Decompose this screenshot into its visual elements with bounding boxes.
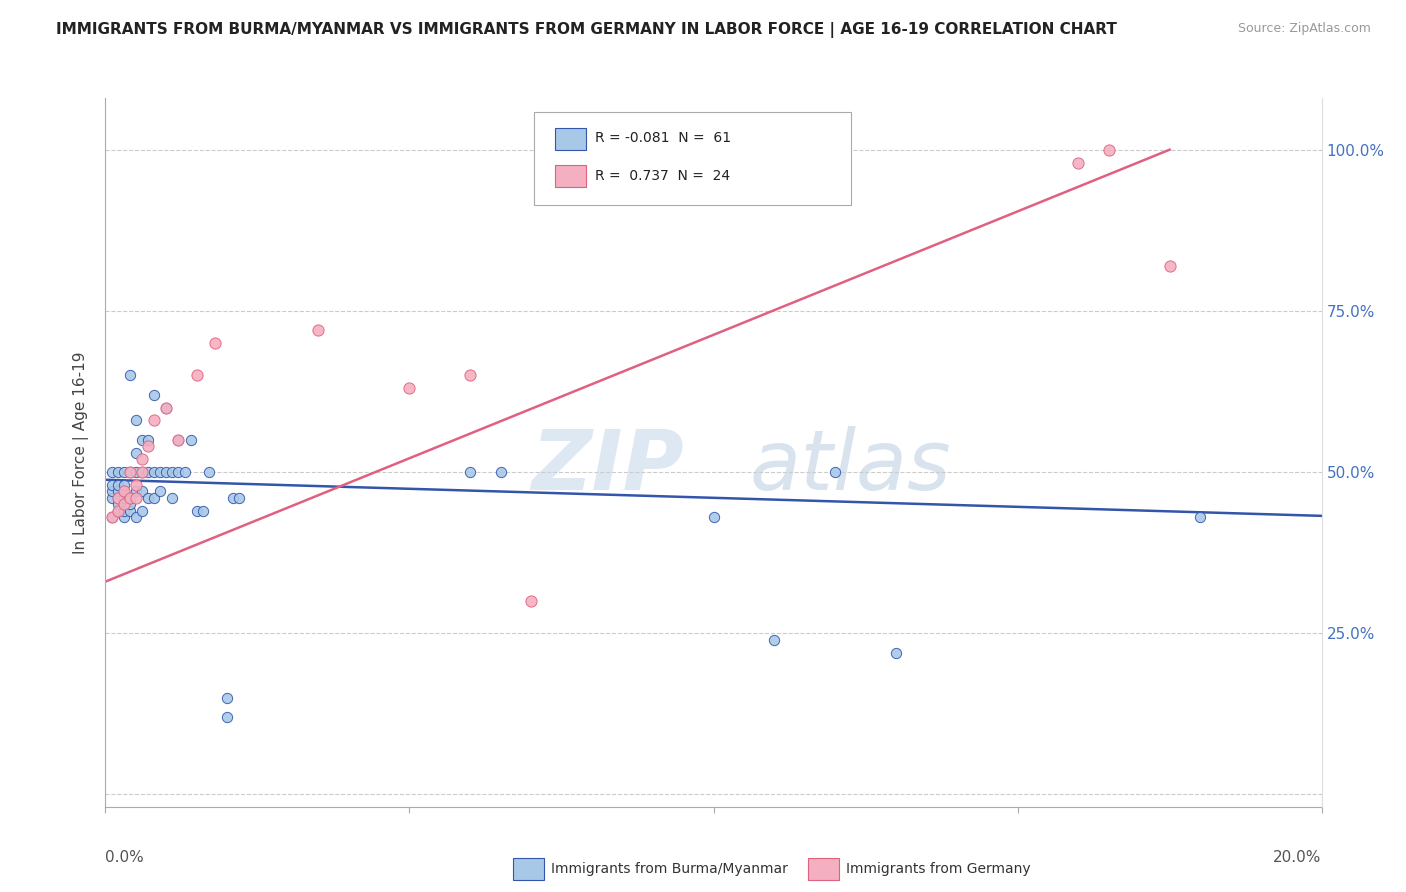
Point [186,368,208,383]
Point [1159,259,1181,273]
Point [118,491,141,505]
Y-axis label: In Labor Force | Age 16-19: In Labor Force | Age 16-19 [73,351,90,554]
Point [149,465,172,479]
Point [112,491,135,505]
Point [112,484,135,499]
Point [191,504,214,518]
Point [131,465,153,479]
Text: R =  0.737  N =  24: R = 0.737 N = 24 [595,169,730,183]
Point [112,478,135,492]
Point [143,491,166,505]
Point [107,484,129,499]
Point [107,497,129,511]
Point [155,401,177,415]
Point [125,510,148,524]
Point [884,646,907,660]
Point [489,465,512,479]
Point [125,484,148,499]
Point [125,446,148,460]
Point [143,413,166,427]
Point [186,504,208,518]
Point [162,465,184,479]
Text: Source: ZipAtlas.com: Source: ZipAtlas.com [1237,22,1371,36]
Point [1098,143,1121,157]
Point [100,510,122,524]
Point [112,510,135,524]
Point [458,368,481,383]
Text: R = -0.081  N =  61: R = -0.081 N = 61 [595,131,731,145]
Text: Immigrants from Burma/Myanmar: Immigrants from Burma/Myanmar [551,862,787,876]
Text: atlas: atlas [749,426,952,508]
Point [107,491,129,505]
Point [118,368,141,383]
Point [100,491,122,505]
Point [167,433,190,447]
Point [118,465,141,479]
Point [118,465,141,479]
Point [112,484,135,499]
Point [118,497,141,511]
Point [118,504,141,518]
Point [100,510,122,524]
Point [228,491,250,505]
Point [118,491,141,505]
Point [125,413,148,427]
Text: Immigrants from Germany: Immigrants from Germany [846,862,1031,876]
Point [217,710,239,724]
Text: IMMIGRANTS FROM BURMA/MYANMAR VS IMMIGRANTS FROM GERMANY IN LABOR FORCE | AGE 16: IMMIGRANTS FROM BURMA/MYANMAR VS IMMIGRA… [56,22,1118,38]
Point [100,465,122,479]
Point [125,478,148,492]
Text: ZIP: ZIP [531,426,683,508]
Point [149,484,172,499]
Point [107,504,129,518]
Point [131,484,153,499]
Point [217,690,239,705]
Text: 20.0%: 20.0% [1274,850,1322,865]
Point [307,323,329,337]
Point [763,632,786,647]
Point [222,491,245,505]
Point [100,478,122,492]
Point [125,465,148,479]
Point [107,504,129,518]
Point [1067,155,1090,169]
Point [131,452,153,467]
Point [155,401,177,415]
Point [136,439,159,453]
Point [112,497,135,511]
Point [1188,510,1211,524]
Point [204,336,226,351]
Point [162,491,184,505]
Point [125,491,148,505]
Point [136,433,159,447]
Point [131,465,153,479]
Point [458,465,481,479]
Point [167,465,190,479]
Point [702,510,725,524]
Point [100,484,122,499]
Point [143,465,166,479]
Point [112,504,135,518]
Point [131,504,153,518]
Point [824,465,846,479]
Point [167,433,190,447]
Point [155,465,177,479]
Text: 0.0%: 0.0% [105,850,145,865]
Point [520,594,543,608]
Point [136,491,159,505]
Point [131,433,153,447]
Point [107,465,129,479]
Point [180,433,202,447]
Point [173,465,195,479]
Point [136,465,159,479]
Point [143,387,166,401]
Point [112,465,135,479]
Point [107,491,129,505]
Point [198,465,221,479]
Point [107,478,129,492]
Point [398,381,420,395]
